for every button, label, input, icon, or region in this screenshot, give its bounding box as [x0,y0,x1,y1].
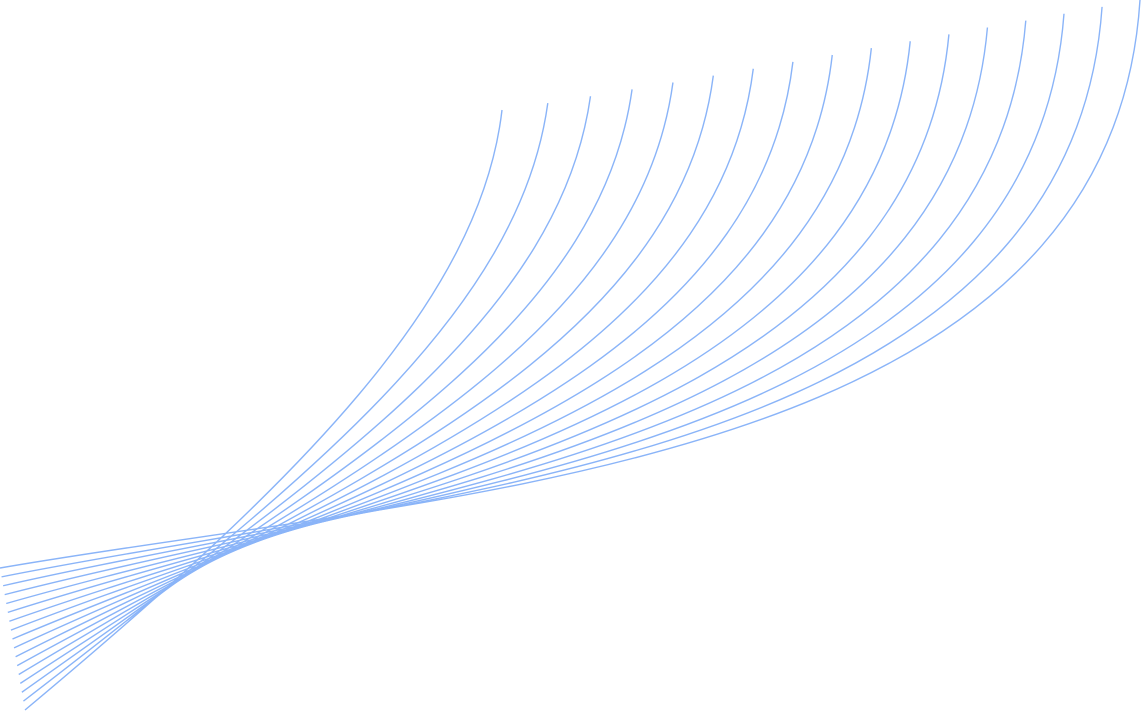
wave-line [23,103,549,702]
wave-line [2,13,1065,587]
wave-line [24,109,503,711]
wave-line [9,41,911,622]
wave-line [12,54,833,640]
wave-line [1,6,1103,578]
wave-line [13,61,794,649]
wave-line [0,0,1141,569]
wave-line [21,96,592,693]
wave-line [19,89,633,684]
wave-line [6,27,989,605]
wave-line [7,34,950,614]
wave-line [18,82,674,676]
wave-line [4,20,1027,596]
wave-line [16,75,715,667]
wave-line [15,68,754,658]
wave-line [10,48,873,631]
